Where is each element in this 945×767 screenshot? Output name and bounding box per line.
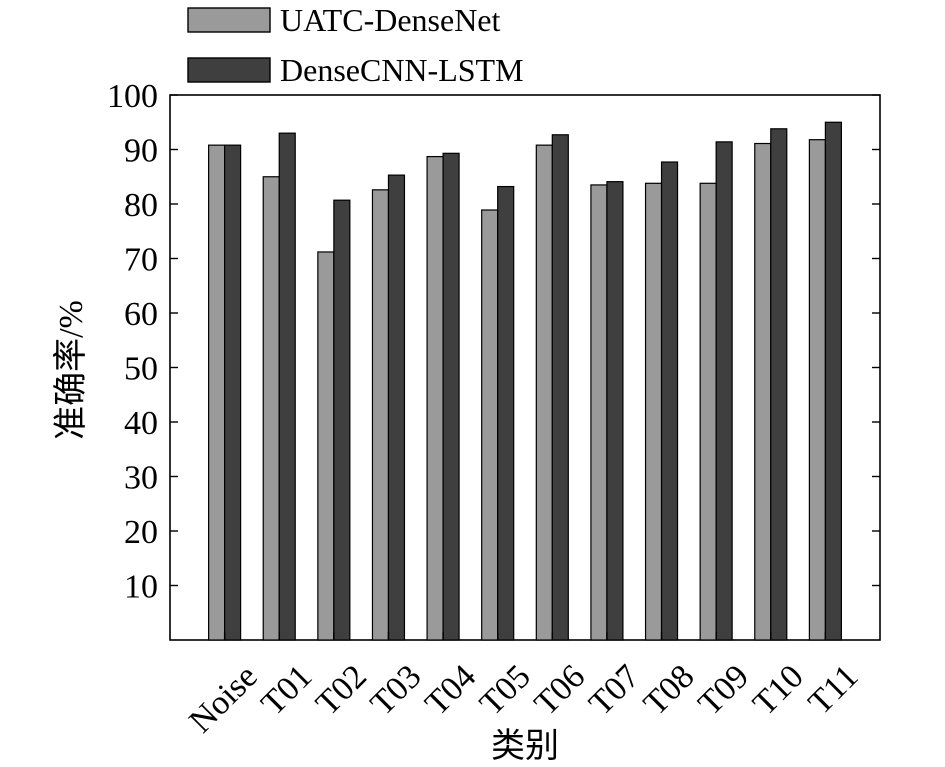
bar-uatc-densenet-t05	[481, 209, 499, 641]
bar-densecnn-lstm-t01	[278, 132, 296, 641]
x-tick-label: T10	[746, 658, 811, 723]
y-tick-label: 20	[124, 514, 158, 551]
bar-densecnn-lstm-noise	[224, 144, 242, 641]
legend-swatch	[187, 57, 271, 83]
bar-densecnn-lstm-t03	[387, 174, 406, 641]
y-tick-label: 40	[124, 405, 158, 442]
y-axis-label: 准确率/%	[52, 300, 90, 440]
y-tick-label: 100	[107, 78, 158, 115]
bar-uatc-densenet-t07	[590, 184, 608, 641]
bar-uatc-densenet-t03	[371, 189, 390, 641]
x-tick-label: T06	[527, 658, 592, 723]
legend: UATC-DenseNet DenseCNN-LSTM	[187, 2, 524, 88]
bar-densecnn-lstm-t07	[606, 181, 624, 641]
bar-uatc-densenet-t04	[426, 155, 444, 641]
bars	[208, 121, 842, 641]
x-tick-label: T07	[582, 658, 647, 723]
y-axis-ticks: 10 20 30 40 50 60 70 80 90 100	[107, 78, 880, 606]
bar-uatc-densenet-t08	[644, 182, 663, 641]
bar-densecnn-lstm-t04	[442, 152, 460, 641]
bar-densecnn-lstm-t08	[660, 161, 679, 641]
x-tick-label: T11	[801, 658, 865, 722]
legend-label: DenseCNN-LSTM	[280, 52, 524, 88]
y-tick-label: 70	[124, 242, 158, 279]
x-tick-label: T09	[691, 658, 756, 723]
y-tick-label: 50	[124, 351, 158, 388]
bar-densecnn-lstm-t11	[824, 121, 842, 641]
bar-uatc-densenet-t01	[262, 176, 280, 641]
bar-uatc-densenet-noise	[208, 144, 226, 641]
y-tick-label: 10	[124, 569, 158, 606]
x-tick-label: T01	[254, 658, 319, 723]
x-tick-label: Noise	[182, 658, 264, 740]
y-tick-label: 60	[124, 296, 158, 333]
bar-uatc-densenet-t11	[808, 139, 826, 641]
legend-label: UATC-DenseNet	[280, 2, 501, 38]
x-tick-label: T02	[309, 658, 374, 723]
x-axis-label: 类别	[491, 727, 559, 765]
bar-uatc-densenet-t10	[754, 142, 772, 641]
x-tick-label: T03	[364, 658, 429, 723]
bar-densecnn-lstm-t09	[715, 141, 733, 641]
bar-densecnn-lstm-t02	[333, 199, 351, 641]
bar-densecnn-lstm-t10	[770, 128, 788, 641]
bar-densecnn-lstm-t05	[497, 185, 515, 641]
bar-densecnn-lstm-t06	[551, 134, 569, 641]
bar-uatc-densenet-t02	[317, 251, 335, 641]
y-tick-label: 90	[124, 133, 158, 170]
bar-uatc-densenet-t09	[699, 182, 717, 641]
x-tick-label: T04	[418, 658, 483, 723]
x-tick-label: T05	[473, 658, 538, 723]
bar-uatc-densenet-t06	[535, 144, 553, 641]
y-tick-label: 30	[124, 460, 158, 497]
legend-swatch	[187, 7, 271, 33]
x-tick-label: T08	[637, 658, 702, 723]
y-tick-label: 80	[124, 187, 158, 224]
